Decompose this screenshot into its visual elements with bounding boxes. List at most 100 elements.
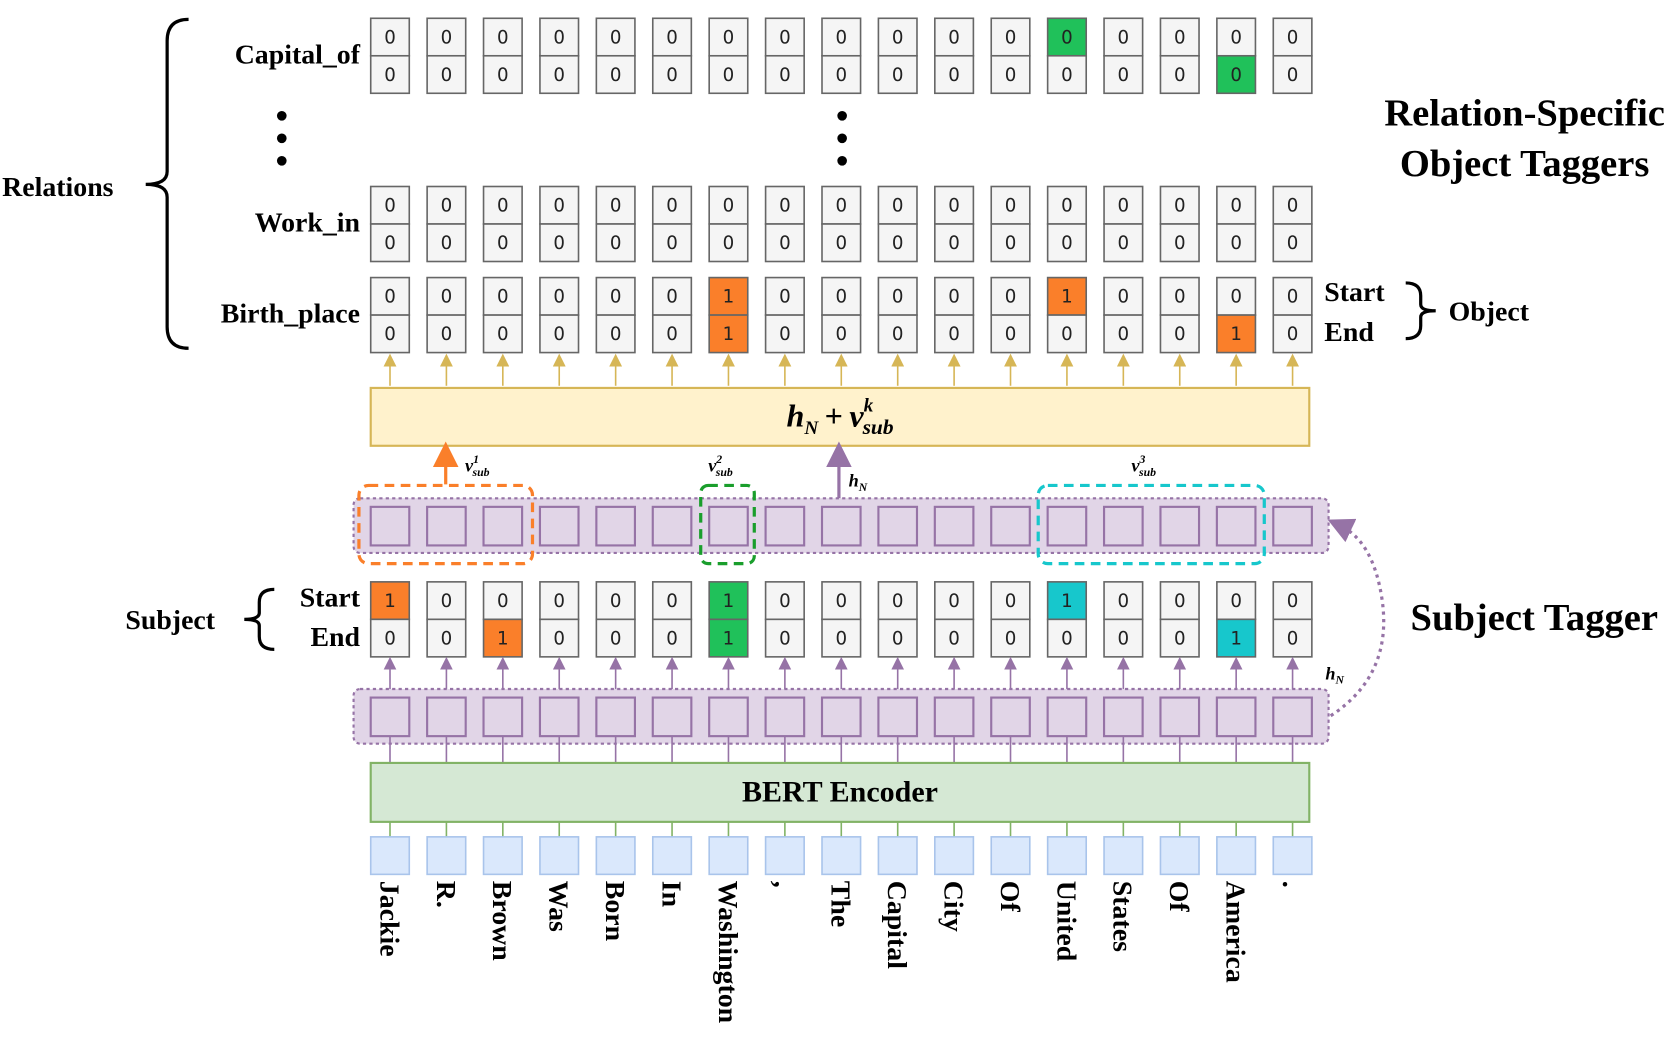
object-end-capital-of-cell — [821, 54, 862, 95]
bert-output-cell — [651, 696, 693, 738]
token-label: The — [825, 881, 856, 927]
subject-3-span — [1036, 483, 1266, 566]
token-label: . — [1276, 881, 1307, 888]
object-tagger-arrows — [383, 353, 1300, 386]
subject-end-value: 0 — [666, 629, 678, 650]
object-start-capital-of-value: 0 — [553, 27, 565, 48]
object-start-birth-place-cell — [821, 276, 862, 316]
subject-end-value: 0 — [948, 629, 960, 650]
object-end-birth-place-value: 0 — [384, 324, 396, 345]
object-end-work-in-cell — [877, 223, 918, 263]
object-start-birth-place-value: 0 — [1005, 287, 1017, 308]
subject-start-value: 0 — [1287, 591, 1299, 612]
subject-start-cell — [708, 581, 749, 621]
subject-encoding-cell — [1272, 505, 1313, 547]
subject-encoding-cell — [426, 505, 467, 547]
object-end-birth-place-cell — [1216, 314, 1257, 354]
subject-end-value: 0 — [1287, 629, 1299, 650]
object-start-work-in-value: 0 — [1061, 196, 1073, 217]
object-end-birth-place-cell — [990, 314, 1031, 354]
object-end-capital-of-cell — [426, 54, 467, 95]
subject-start-label: Start — [300, 583, 361, 614]
relation-label-capital-of: Capital_of — [235, 39, 361, 70]
subject-start-value: 0 — [610, 591, 622, 612]
object-start-work-in-value: 0 — [779, 196, 791, 217]
relation-label-work-in: Work_in — [255, 207, 361, 238]
token-label: Born — [599, 881, 630, 942]
subject-encoding-cell — [990, 505, 1031, 547]
object-end-work-in-cell — [482, 223, 523, 263]
subject-encoding-cell — [651, 505, 693, 547]
object-end-capital-of-cell — [934, 54, 975, 95]
token-label: Capital — [881, 881, 912, 969]
relations-label: Relations — [2, 172, 114, 203]
object-end-birth-place-value: 0 — [1174, 324, 1186, 345]
token-embedding — [651, 836, 693, 876]
bert-output-cell — [369, 696, 411, 738]
object-start-work-in-value: 0 — [723, 196, 735, 217]
object-end-work-in-cell — [764, 223, 805, 263]
object-start-birth-place-cell — [426, 276, 467, 316]
object-end-birth-place-value: 0 — [1005, 324, 1017, 345]
bert-output-cell — [877, 696, 919, 738]
object-start-capital-of-cell — [651, 17, 693, 57]
object-end-birth-place-cell — [482, 314, 523, 354]
subject-end-cell — [1216, 618, 1257, 658]
object-brace — [1405, 281, 1436, 341]
subject-end-value: 0 — [441, 629, 453, 650]
subject-end-cell — [651, 618, 693, 658]
object-start-birth-place-cell — [990, 276, 1031, 316]
subject-end-cell — [595, 618, 636, 658]
token-label: Jackie — [373, 881, 404, 957]
subject-start-cell — [1046, 581, 1088, 621]
subject-end-value: 0 — [384, 629, 396, 650]
subject-start-value: 0 — [497, 591, 509, 612]
object-start-birth-place-value: 0 — [666, 287, 678, 308]
object-start-work-in-value: 0 — [1174, 196, 1186, 217]
subject-end-value: 1 — [723, 629, 735, 650]
token-embedding — [821, 836, 862, 876]
token-embedding — [539, 836, 580, 876]
subject-encoding-cell — [1102, 505, 1144, 547]
token-embedding — [595, 836, 636, 876]
subject-end-cell — [1103, 618, 1144, 658]
object-start-birth-place-cell — [1159, 276, 1200, 316]
subject-start-value: 0 — [779, 591, 791, 612]
object-end-birth-place-cell — [934, 314, 975, 354]
token-embedding — [1103, 836, 1144, 876]
object-end-work-in-cell — [539, 223, 580, 263]
object-end-work-in-cell — [990, 223, 1031, 263]
subject-start-cell — [1103, 581, 1144, 621]
subject-start-value: 1 — [384, 591, 396, 612]
token-embedding — [369, 836, 411, 876]
object-end-birth-place-value: 0 — [835, 324, 847, 345]
bert-output-cell — [990, 696, 1031, 738]
object-start-capital-of-value: 0 — [779, 27, 791, 48]
object-end-capital-of-value: 0 — [666, 65, 678, 86]
object-start-work-in-value: 0 — [1118, 196, 1130, 217]
subject-end-value: 0 — [1174, 629, 1186, 650]
object-end-birth-place-cell — [821, 314, 862, 354]
object-start-birth-place-value: 0 — [1287, 287, 1299, 308]
object-end-work-in-cell — [651, 223, 693, 263]
token-label: City — [937, 881, 968, 932]
bert-output-cell — [1102, 696, 1144, 738]
subject-start-value: 0 — [553, 591, 565, 612]
token-embedding — [708, 836, 749, 876]
subject-tagger-grid: 1 0 0 0 0 0 1 0 0 0 0 0 1 0 0 0 0 0 0 1 0 0 0 1 0 0 0 0 0 0 0 0 1 0 — [369, 581, 1313, 658]
object-end-work-in-cell — [708, 223, 749, 263]
object-start-capital-of-cell — [539, 17, 580, 57]
subject-label: Subject — [125, 605, 215, 636]
object-start-work-in-value: 0 — [384, 196, 396, 217]
object-end-birth-place-cell — [708, 314, 749, 354]
object-taggers-title-line2: Object Taggers — [1400, 143, 1650, 185]
subject-1-span — [357, 483, 535, 566]
subject-end-value: 0 — [1061, 629, 1073, 650]
object-start-work-in-value: 0 — [441, 196, 453, 217]
object-end-birth-place-cell — [426, 314, 467, 354]
object-end-birth-place-cell — [764, 314, 805, 354]
subject-start-value: 0 — [441, 591, 453, 612]
subject-encoding-cell — [538, 505, 580, 547]
object-start-birth-place-value: 0 — [1174, 287, 1186, 308]
